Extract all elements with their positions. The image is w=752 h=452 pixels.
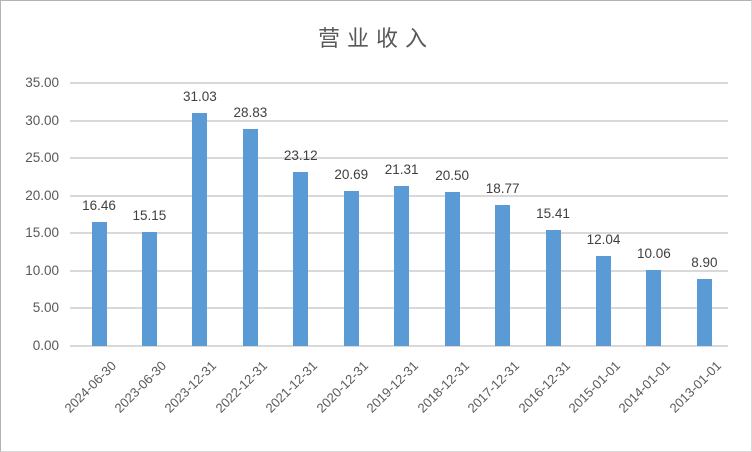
bar: [444, 191, 460, 346]
bar: [394, 185, 410, 346]
x-axis-tick-label: 2016-12-31: [515, 358, 573, 416]
bar: [545, 230, 561, 346]
x-axis-tick-label: 2023-12-31: [161, 358, 220, 416]
x-axis-tick-label: 2015-01-01: [565, 358, 624, 416]
y-axis-tick-label: 20.00: [25, 187, 59, 203]
y-axis-tick-label: 25.00: [25, 150, 59, 166]
bar: [141, 232, 157, 346]
bar: [343, 190, 359, 346]
gridline: [70, 82, 728, 84]
x-axis-tick-label: 2022-12-31: [212, 358, 270, 416]
x-axis-tick-label: 2019-12-31: [363, 358, 422, 416]
bar: [293, 172, 309, 346]
data-label: 20.50: [435, 167, 470, 183]
data-label: 23.12: [283, 148, 318, 164]
data-label: 10.06: [637, 246, 671, 262]
bar: [596, 255, 611, 346]
x-axis-tick-label: 2020-12-31: [313, 358, 371, 416]
gridline: [70, 119, 728, 122]
x-axis-tick-label: 2013-01-01: [666, 358, 725, 416]
data-label: 21.31: [384, 161, 419, 177]
y-axis-tick-label: 30.00: [25, 112, 59, 128]
data-label: 18.77: [485, 180, 520, 196]
y-axis-tick-label: 0.00: [32, 338, 59, 353]
x-axis-tick-label: 2014-01-01: [615, 358, 674, 416]
data-label: 16.46: [82, 198, 116, 214]
data-label: 31.03: [182, 88, 217, 104]
bar: [91, 222, 107, 346]
data-label: 15.15: [132, 208, 167, 224]
y-axis-tick-label: 35.00: [25, 75, 59, 90]
data-label: 28.83: [233, 105, 268, 121]
x-axis-tick-label: 2018-12-31: [414, 358, 472, 416]
bar: [696, 279, 712, 346]
y-axis-tick-label: 10.00: [25, 262, 59, 278]
gridline: [70, 157, 728, 160]
data-label: 15.41: [536, 206, 570, 222]
x-axis-tick-label: 2017-12-31: [464, 358, 523, 416]
gridline: [70, 345, 728, 347]
bar: [242, 129, 258, 346]
y-axis-tick-label: 15.00: [25, 225, 59, 241]
data-label: 12.04: [586, 231, 621, 247]
data-label: 20.69: [334, 166, 369, 182]
data-label: 8.90: [691, 255, 718, 271]
bar: [192, 112, 208, 346]
x-axis-tick-label: 2023-06-30: [111, 358, 170, 416]
x-axis-tick-label: 2024-06-30: [60, 358, 119, 416]
chart-title: 营业收入: [317, 26, 434, 51]
y-axis-tick-label: 5.00: [32, 300, 59, 316]
bar: [646, 270, 662, 346]
bar: [495, 204, 511, 346]
x-axis-tick-label: 2021-12-31: [262, 358, 321, 416]
